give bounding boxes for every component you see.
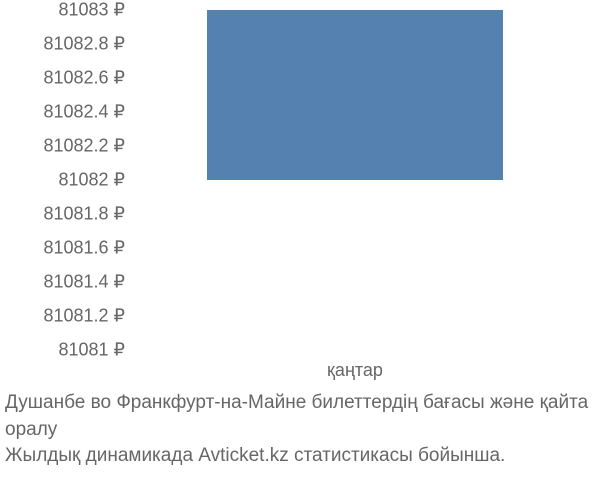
y-tick: 81082.6 ₽ <box>43 68 125 89</box>
x-axis-label: қаңтар <box>327 360 383 381</box>
bar-january <box>207 10 503 180</box>
bar-area <box>170 10 540 350</box>
y-tick: 81082.2 ₽ <box>43 136 125 157</box>
y-tick: 81082.4 ₽ <box>43 102 125 123</box>
y-tick: 81081.8 ₽ <box>43 204 125 225</box>
y-tick: 81083 ₽ <box>58 0 125 21</box>
caption-line2: Жылдық динамикада Avticket.kz статистика… <box>5 443 595 470</box>
y-tick: 81081.2 ₽ <box>43 306 125 327</box>
y-tick: 81081.6 ₽ <box>43 238 125 259</box>
y-tick: 81082 ₽ <box>58 170 125 191</box>
chart-container: 81083 ₽ 81082.8 ₽ 81082.6 ₽ 81082.4 ₽ 81… <box>0 0 600 500</box>
y-tick: 81082.8 ₽ <box>43 34 125 55</box>
chart-caption: Душанбе во Франкфурт-на-Майне билеттерді… <box>0 390 600 470</box>
y-tick: 81081.4 ₽ <box>43 272 125 293</box>
y-tick: 81081 ₽ <box>58 340 125 361</box>
caption-line1: Душанбе во Франкфурт-на-Майне билеттерді… <box>5 390 595 443</box>
